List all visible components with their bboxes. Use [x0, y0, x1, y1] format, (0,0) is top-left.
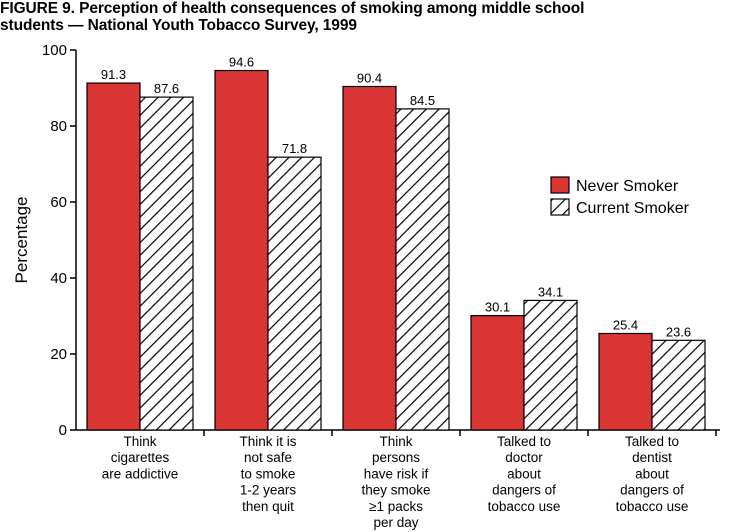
x-category-label-line: Talked to: [497, 434, 551, 449]
y-axis-label: Percentage: [12, 197, 31, 284]
x-category-label-line: are addictive: [102, 466, 179, 481]
y-tick-label: 80: [50, 118, 67, 135]
never-smoker-value-label: 30.1: [485, 300, 510, 315]
y-tick-label: 100: [42, 42, 67, 59]
title-line-1: FIGURE 9. Perception of health consequen…: [0, 0, 585, 17]
never-smoker-value-label: 25.4: [613, 317, 638, 332]
x-category-label-line: Think it is: [239, 434, 296, 449]
x-category-label: Talked to dentist about dangers of tobacco u…: [616, 434, 689, 514]
x-category-label-line: they smoke: [361, 483, 430, 498]
x-category-label-line: to smoke: [241, 466, 296, 481]
title-line-2: students — National Youth Tobacco Survey…: [0, 17, 357, 34]
x-category-label-line: per day: [373, 515, 418, 530]
never-smoker-value-label: 91.3: [101, 67, 126, 82]
figure-title: FIGURE 9. Perception of health consequen…: [0, 0, 747, 34]
x-category-label-line: ≥1 packs: [369, 499, 423, 514]
legend: Never Smoker Current Smoker: [550, 176, 690, 217]
never-smoker-value-label: 90.4: [357, 70, 382, 85]
x-category-label-line: have risk if: [364, 466, 429, 481]
legend-current-smoker-label: Current Smoker: [576, 200, 690, 217]
x-category-label-line: doctor: [505, 450, 543, 465]
x-category-label: Think it is not safe to smoke 1-2 years then…: [239, 434, 296, 514]
x-category-label-line: dangers of: [620, 483, 684, 498]
y-tick-label: 20: [50, 346, 67, 363]
never-smoker-bar: [342, 85, 397, 431]
x-category-label: Think persons have risk if they smoke ≥1 pac…: [361, 434, 430, 530]
never-smoker-value-label: 94.6: [229, 55, 254, 70]
x-category-label-line: Think: [123, 434, 156, 449]
never-smoker-bar: [598, 332, 653, 431]
x-category-label-line: about: [507, 466, 541, 481]
y-tick-label: 0: [59, 422, 67, 439]
y-tick-label: 60: [50, 194, 67, 211]
never-smoker-bar: [470, 315, 525, 431]
never-smoker-bar: [214, 69, 269, 431]
x-category-label-line: dangers of: [492, 483, 556, 498]
x-category-label-line: 1-2 years: [240, 483, 297, 498]
x-category-label-line: dentist: [632, 450, 672, 465]
current-smoker-bar: [139, 96, 194, 431]
y-ticks: 0 20 40 60 80 100: [42, 42, 717, 439]
current-smoker-value-label: 87.6: [154, 81, 179, 96]
legend-current-smoker-swatch: [550, 198, 570, 216]
x-category-label-line: tobacco use: [488, 499, 561, 514]
never-smoker-bar: [86, 82, 141, 431]
current-smoker-bar: [651, 339, 706, 431]
x-category-label-line: cigarettes: [111, 450, 170, 465]
x-category-label-line: Think: [379, 434, 412, 449]
current-smoker-value-label: 34.1: [538, 284, 563, 299]
bar-value-labels: 91.3 94.6 90.4 30.1 25.4 87.6 71.8 84.5 34.1 23.6: [101, 55, 691, 340]
x-category-label-line: about: [635, 466, 669, 481]
current-smoker-value-label: 84.5: [410, 93, 435, 108]
y-tick-label: 40: [50, 270, 67, 287]
current-smoker-bar: [523, 299, 578, 431]
legend-never-smoker-swatch: [550, 176, 570, 194]
x-category-label-line: not safe: [244, 450, 292, 465]
bars: [86, 69, 706, 431]
x-category-label-line: Talked to: [625, 434, 679, 449]
x-category-label-line: then quit: [242, 499, 294, 514]
current-smoker-value-label: 23.6: [666, 324, 691, 339]
x-category-label: Talked to doctor about dangers of tobacco us…: [488, 434, 561, 514]
legend-never-smoker-label: Never Smoker: [576, 178, 679, 195]
current-smoker-bar: [395, 108, 450, 431]
x-category-label: Think cigarettes are addictive: [102, 434, 179, 481]
x-category-label-line: persons: [372, 450, 420, 465]
current-smoker-bar: [267, 156, 322, 431]
x-category-label-line: tobacco use: [616, 499, 689, 514]
current-smoker-value-label: 71.8: [282, 141, 307, 156]
